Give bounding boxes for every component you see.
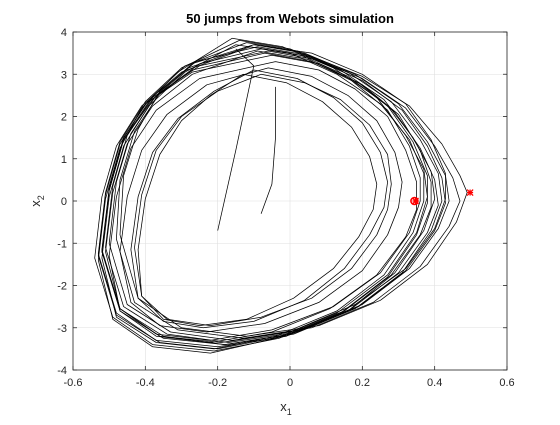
y-tick-label: -4 <box>57 365 67 377</box>
y-tick-label: 3 <box>61 69 67 81</box>
x-axis-label: x1 <box>280 399 292 417</box>
y-tick-label: 2 <box>61 112 67 124</box>
x-tick-label: 0.6 <box>499 377 514 389</box>
jump-marker-star <box>412 197 419 205</box>
y-axis-label-base: x <box>28 200 43 207</box>
x-axis-label-base: x <box>280 399 287 414</box>
trajectory-line <box>97 37 428 354</box>
x-tick-label: -0.6 <box>64 377 83 389</box>
jump-marker-star-stroke <box>412 197 419 205</box>
y-axis-label-subscript: 2 <box>36 195 46 200</box>
x-axis-label-subscript: 1 <box>287 407 292 417</box>
trajectory-line <box>119 46 468 337</box>
trajectory-line <box>101 44 425 350</box>
x-tick-label: -0.2 <box>208 377 227 389</box>
trajectory-line <box>94 46 428 352</box>
trajectory-line <box>217 48 255 231</box>
axis-ticks: -0.6 -0.4 -0.2 0 0.2 0.4 0.6 -4 -3 -2 -1 0 1 2 3 4 <box>57 27 514 389</box>
trajectory-line <box>97 54 432 350</box>
trajectory-line <box>260 86 276 214</box>
trajectory-line <box>116 48 461 339</box>
trajectory-line <box>97 40 436 348</box>
jump-markers <box>410 189 474 206</box>
trajectory-line <box>101 44 446 343</box>
trajectory-line <box>108 61 417 343</box>
y-axis-label: x2 <box>28 195 46 207</box>
x-tick-label: 0.4 <box>427 377 442 389</box>
jump-marker-star <box>466 189 474 197</box>
trajectory-line <box>137 73 378 326</box>
jump-marker-star-stroke <box>466 189 474 197</box>
x-tick-label: 0 <box>287 377 293 389</box>
trajectory-line <box>130 69 388 329</box>
y-tick-label: 1 <box>61 154 67 166</box>
y-tick-label: 4 <box>61 27 67 39</box>
x-tick-label: -0.4 <box>136 377 155 389</box>
y-tick-label: 0 <box>61 196 67 208</box>
chart-title: 50 jumps from Webots simulation <box>186 11 394 26</box>
trajectory-line <box>105 50 421 341</box>
trajectory-lines <box>94 37 468 354</box>
y-tick-label: -3 <box>57 323 67 335</box>
y-tick-label: -2 <box>57 281 67 293</box>
y-tick-label: -1 <box>57 238 67 250</box>
x-tick-label: 0.2 <box>355 377 370 389</box>
trajectory-line <box>119 67 403 333</box>
